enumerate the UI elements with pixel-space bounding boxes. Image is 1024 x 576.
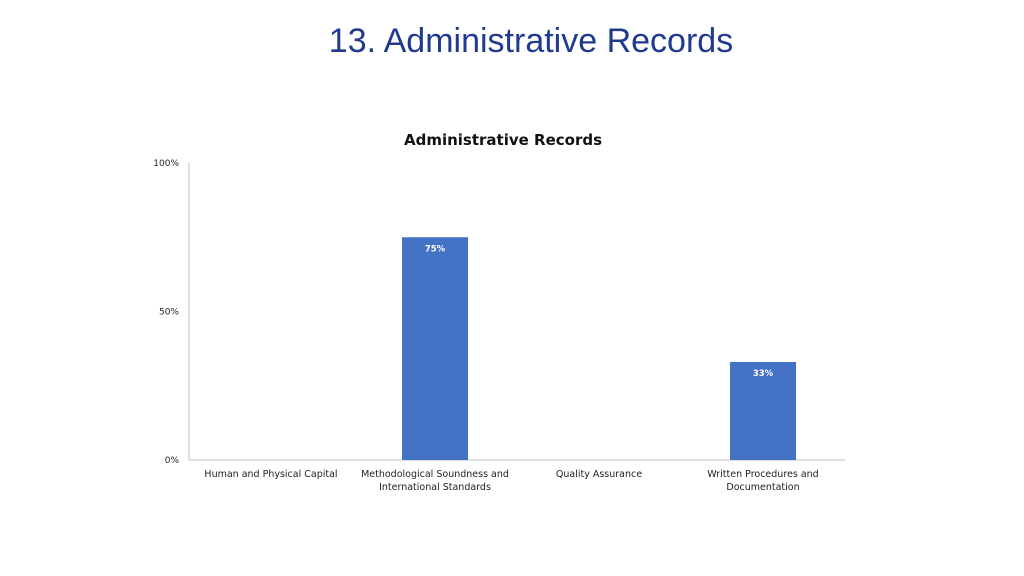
bar (730, 361, 796, 460)
bars-group: 75% 33% (402, 237, 796, 460)
x-category-label: Documentation (726, 482, 799, 493)
y-axis-ticks: 0% 50% 100% (153, 159, 179, 466)
y-tick-label: 0% (165, 456, 180, 466)
y-tick-label: 100% (153, 159, 179, 169)
x-category-label: Human and Physical Capital (204, 469, 337, 480)
chart-title: Administrative Records (404, 131, 602, 149)
bar-data-label: 33% (753, 369, 774, 379)
category-labels: Human and Physical Capital Methodological… (204, 469, 818, 493)
bar-data-label: 75% (425, 244, 446, 254)
y-tick-label: 50% (159, 308, 179, 318)
x-category-label: Quality Assurance (556, 469, 642, 480)
x-category-label: International Standards (379, 482, 491, 493)
x-category-label: Written Procedures and (707, 469, 818, 480)
x-category-label: Methodological Soundness and (361, 469, 509, 480)
bar (402, 237, 468, 460)
slide-title: 13. Administrative Records (328, 22, 734, 60)
